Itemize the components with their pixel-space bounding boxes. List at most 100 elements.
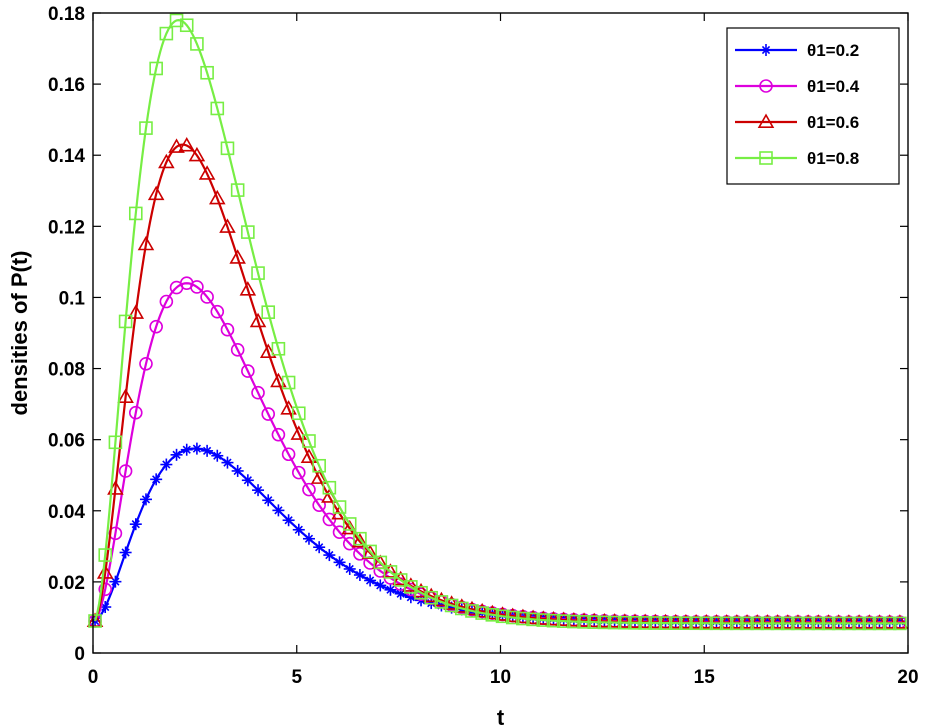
data-point bbox=[261, 407, 276, 421]
x-tick-label: 15 bbox=[694, 667, 716, 688]
data-point bbox=[201, 444, 214, 457]
data-point bbox=[893, 616, 907, 631]
data-point bbox=[251, 385, 265, 400]
data-point bbox=[210, 101, 225, 116]
data-point bbox=[567, 614, 581, 629]
data-point bbox=[842, 616, 856, 631]
data-point bbox=[333, 556, 346, 569]
data-point bbox=[364, 574, 377, 587]
series-3 bbox=[86, 137, 909, 629]
data-point bbox=[342, 517, 357, 531]
data-point bbox=[209, 189, 226, 205]
x-tick-label: 20 bbox=[897, 667, 918, 688]
data-point bbox=[872, 616, 887, 631]
data-point bbox=[597, 615, 612, 630]
data-point bbox=[759, 79, 773, 93]
y-tick-label: 0.14 bbox=[48, 146, 85, 167]
data-point bbox=[780, 616, 795, 631]
data-point bbox=[139, 121, 153, 135]
data-point bbox=[108, 435, 123, 450]
y-tick-label: 0.08 bbox=[48, 360, 85, 381]
y-tick-label: 0 bbox=[74, 644, 85, 665]
data-point bbox=[118, 314, 133, 329]
data-point bbox=[353, 568, 366, 581]
data-point bbox=[160, 458, 173, 471]
data-point bbox=[261, 305, 276, 319]
data-point bbox=[759, 151, 773, 165]
data-point bbox=[88, 614, 102, 628]
data-point bbox=[159, 26, 174, 41]
data-point bbox=[109, 575, 122, 588]
data-point bbox=[862, 616, 877, 631]
data-point bbox=[86, 612, 104, 627]
data-point bbox=[178, 137, 196, 152]
y-tick-label: 0.18 bbox=[48, 4, 85, 25]
data-point bbox=[750, 616, 765, 631]
data-point bbox=[740, 616, 754, 631]
legend-entry: θ1=0.2 bbox=[735, 41, 859, 60]
y-tick-label: 0.04 bbox=[48, 502, 85, 523]
data-point bbox=[770, 616, 785, 631]
data-point bbox=[313, 541, 326, 554]
data-point bbox=[444, 598, 459, 613]
data-point bbox=[128, 206, 143, 221]
data-point bbox=[98, 548, 113, 562]
data-point bbox=[229, 249, 246, 264]
data-point bbox=[332, 500, 347, 514]
data-point bbox=[730, 616, 744, 631]
data-point bbox=[118, 464, 133, 478]
data-point bbox=[149, 61, 163, 76]
series-line bbox=[94, 447, 906, 623]
legend: θ1=0.2 θ1=0.4 θ1=0.6 θ1=0.8 bbox=[726, 27, 900, 185]
data-point bbox=[617, 615, 632, 630]
data-point bbox=[475, 606, 489, 620]
data-point bbox=[291, 406, 306, 421]
data-point bbox=[719, 616, 734, 631]
data-point bbox=[648, 616, 663, 630]
data-point bbox=[638, 616, 652, 630]
data-point bbox=[363, 544, 377, 559]
data-point bbox=[291, 465, 306, 480]
data-point bbox=[180, 443, 193, 456]
data-point bbox=[374, 579, 387, 592]
y-tick-label: 0.02 bbox=[48, 573, 85, 594]
legend-label: θ1=0.2 bbox=[807, 41, 859, 60]
series-4 bbox=[88, 13, 907, 631]
data-point bbox=[587, 615, 602, 629]
y-tick-label: 0.16 bbox=[48, 75, 85, 96]
data-point bbox=[495, 609, 510, 624]
legend-label: θ1=0.8 bbox=[807, 149, 859, 168]
data-point bbox=[505, 610, 520, 625]
data-point bbox=[607, 615, 622, 630]
data-point bbox=[169, 13, 184, 28]
data-point bbox=[414, 585, 428, 600]
data-point bbox=[373, 555, 388, 570]
data-point bbox=[281, 447, 296, 462]
data-point bbox=[139, 493, 152, 506]
data-point bbox=[98, 582, 113, 597]
data-point bbox=[699, 616, 714, 631]
data-point bbox=[351, 532, 369, 548]
data-point bbox=[801, 616, 815, 631]
series-layer bbox=[86, 13, 909, 631]
data-point bbox=[200, 65, 214, 80]
data-point bbox=[119, 546, 132, 559]
data-point bbox=[312, 458, 326, 473]
data-point bbox=[239, 281, 257, 296]
data-point bbox=[679, 616, 693, 631]
data-point bbox=[310, 469, 328, 484]
data-point bbox=[382, 563, 399, 578]
data-point bbox=[159, 294, 174, 309]
data-point bbox=[221, 456, 234, 469]
x-tick-label: 5 bbox=[291, 667, 302, 688]
data-point bbox=[668, 616, 683, 630]
data-point bbox=[188, 146, 206, 162]
data-point bbox=[127, 304, 145, 319]
data-point bbox=[290, 425, 308, 440]
data-point bbox=[485, 608, 500, 622]
data-point bbox=[546, 613, 561, 628]
data-point bbox=[322, 480, 337, 495]
data-point bbox=[384, 583, 397, 596]
legend-label: θ1=0.6 bbox=[807, 113, 859, 132]
data-point bbox=[302, 532, 315, 545]
